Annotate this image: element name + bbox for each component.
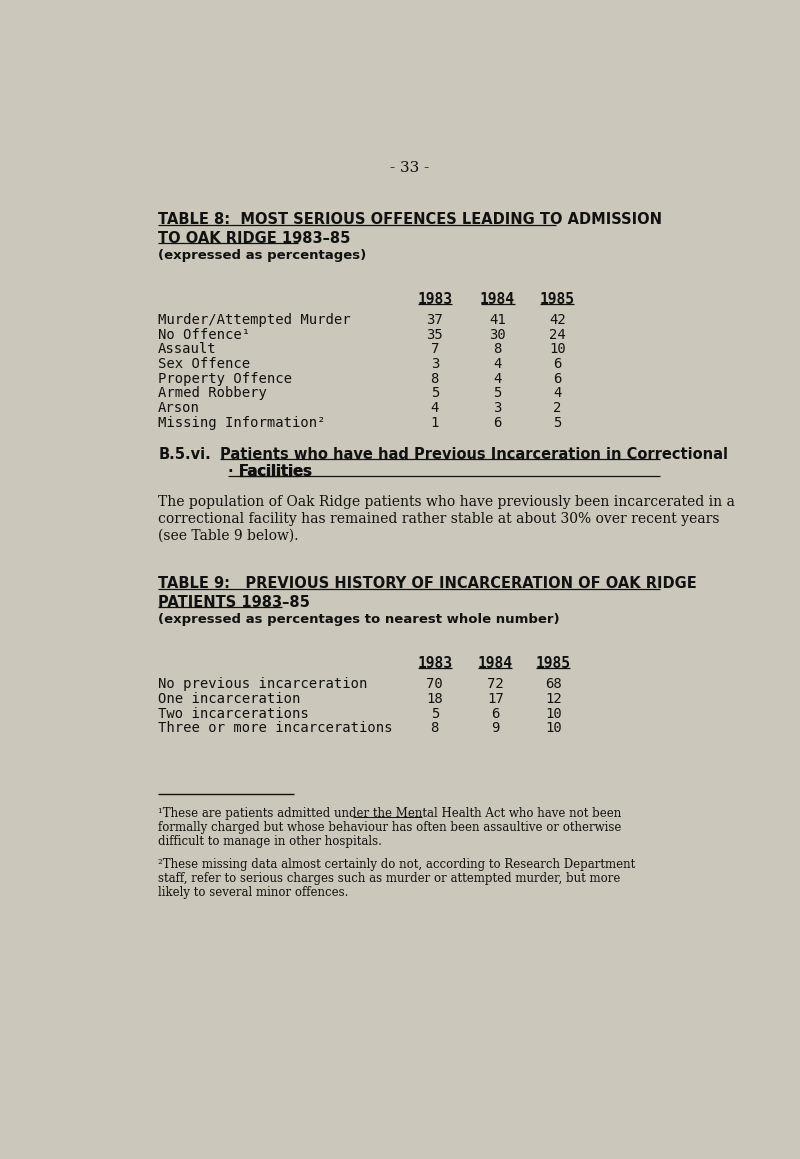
Text: 1984: 1984 bbox=[480, 292, 515, 306]
Text: 10: 10 bbox=[545, 707, 562, 721]
Text: Arson: Arson bbox=[158, 401, 200, 415]
Text: 1985: 1985 bbox=[540, 292, 574, 306]
Text: 70: 70 bbox=[426, 677, 443, 691]
Text: Facilities: Facilities bbox=[238, 464, 312, 479]
Text: 3: 3 bbox=[494, 401, 502, 415]
Text: 37: 37 bbox=[426, 313, 443, 327]
Text: 9: 9 bbox=[491, 721, 499, 735]
Text: 8: 8 bbox=[430, 721, 439, 735]
Text: 5: 5 bbox=[494, 386, 502, 400]
Text: 8: 8 bbox=[430, 372, 439, 386]
Text: No Offence¹: No Offence¹ bbox=[158, 328, 250, 342]
Text: Missing Information²: Missing Information² bbox=[158, 416, 326, 430]
Text: 10: 10 bbox=[545, 721, 562, 735]
Text: TABLE 9:   PREVIOUS HISTORY OF INCARCERATION OF OAK RIDGE: TABLE 9: PREVIOUS HISTORY OF INCARCERATI… bbox=[158, 576, 697, 591]
Text: The population of Oak Ridge patients who have previously been incarcerated in a: The population of Oak Ridge patients who… bbox=[158, 495, 735, 509]
Text: 42: 42 bbox=[549, 313, 566, 327]
Text: 1: 1 bbox=[430, 416, 439, 430]
Text: 2: 2 bbox=[553, 401, 562, 415]
Text: 41: 41 bbox=[490, 313, 506, 327]
Text: 1983: 1983 bbox=[418, 656, 452, 671]
Text: ²These missing data almost certainly do not, according to Research Department: ²These missing data almost certainly do … bbox=[158, 859, 635, 872]
Text: One incarceration: One incarceration bbox=[158, 692, 301, 706]
Text: 1984: 1984 bbox=[478, 656, 513, 671]
Text: 4: 4 bbox=[553, 386, 562, 400]
Text: 4: 4 bbox=[494, 372, 502, 386]
Text: difficult to manage in other hospitals.: difficult to manage in other hospitals. bbox=[158, 836, 382, 848]
Text: No previous incarceration: No previous incarceration bbox=[158, 677, 367, 691]
Text: - 33 -: - 33 - bbox=[390, 161, 430, 175]
Text: Patients who have had Previous Incarceration in Correctional: Patients who have had Previous Incarcera… bbox=[220, 447, 728, 462]
Text: 1983: 1983 bbox=[418, 292, 452, 306]
Text: 1985: 1985 bbox=[536, 656, 571, 671]
Text: correctional facility has remained rather stable at about 30% over recent years: correctional facility has remained rathe… bbox=[158, 512, 720, 526]
Text: Two incarcerations: Two incarcerations bbox=[158, 707, 309, 721]
Text: 18: 18 bbox=[426, 692, 443, 706]
Text: 4: 4 bbox=[430, 401, 439, 415]
Text: 68: 68 bbox=[545, 677, 562, 691]
Text: 30: 30 bbox=[490, 328, 506, 342]
Text: 8: 8 bbox=[494, 342, 502, 356]
Text: likely to several minor offences.: likely to several minor offences. bbox=[158, 885, 349, 899]
Text: PATIENTS 1983–85: PATIENTS 1983–85 bbox=[158, 595, 310, 610]
Text: · Facilities: · Facilities bbox=[228, 464, 312, 479]
Text: (expressed as percentages): (expressed as percentages) bbox=[158, 249, 366, 262]
Text: 17: 17 bbox=[487, 692, 504, 706]
Text: staff, refer to serious charges such as murder or attempted murder, but more: staff, refer to serious charges such as … bbox=[158, 872, 621, 885]
Text: (expressed as percentages to nearest whole number): (expressed as percentages to nearest who… bbox=[158, 613, 560, 626]
Text: Three or more incarcerations: Three or more incarcerations bbox=[158, 721, 393, 735]
Text: Sex Offence: Sex Offence bbox=[158, 357, 250, 371]
Text: 6: 6 bbox=[553, 372, 562, 386]
Text: 6: 6 bbox=[491, 707, 499, 721]
Text: TO OAK RIDGE 1983–85: TO OAK RIDGE 1983–85 bbox=[158, 231, 350, 246]
Text: 12: 12 bbox=[545, 692, 562, 706]
Text: Armed Robbery: Armed Robbery bbox=[158, 386, 267, 400]
Text: 3: 3 bbox=[430, 357, 439, 371]
Text: 10: 10 bbox=[549, 342, 566, 356]
Text: Murder/Attempted Murder: Murder/Attempted Murder bbox=[158, 313, 350, 327]
Text: 72: 72 bbox=[487, 677, 504, 691]
Text: 24: 24 bbox=[549, 328, 566, 342]
Text: 6: 6 bbox=[553, 357, 562, 371]
Text: 4: 4 bbox=[494, 357, 502, 371]
Text: formally charged but whose behaviour has often been assaultive or otherwise: formally charged but whose behaviour has… bbox=[158, 822, 622, 834]
Text: TABLE 8:  MOST SERIOUS OFFENCES LEADING TO ADMISSION: TABLE 8: MOST SERIOUS OFFENCES LEADING T… bbox=[158, 212, 662, 227]
Text: 35: 35 bbox=[426, 328, 443, 342]
Text: 5: 5 bbox=[553, 416, 562, 430]
Text: ¹These are patients admitted under the Mental Health Act who have not been: ¹These are patients admitted under the M… bbox=[158, 808, 622, 821]
Text: (see Table 9 below).: (see Table 9 below). bbox=[158, 529, 298, 542]
Text: Assault: Assault bbox=[158, 342, 217, 356]
Text: 6: 6 bbox=[494, 416, 502, 430]
Text: 5: 5 bbox=[430, 707, 439, 721]
Text: 7: 7 bbox=[430, 342, 439, 356]
Text: Property Offence: Property Offence bbox=[158, 372, 292, 386]
Text: B.5.vi.: B.5.vi. bbox=[158, 447, 211, 462]
Text: 5: 5 bbox=[430, 386, 439, 400]
